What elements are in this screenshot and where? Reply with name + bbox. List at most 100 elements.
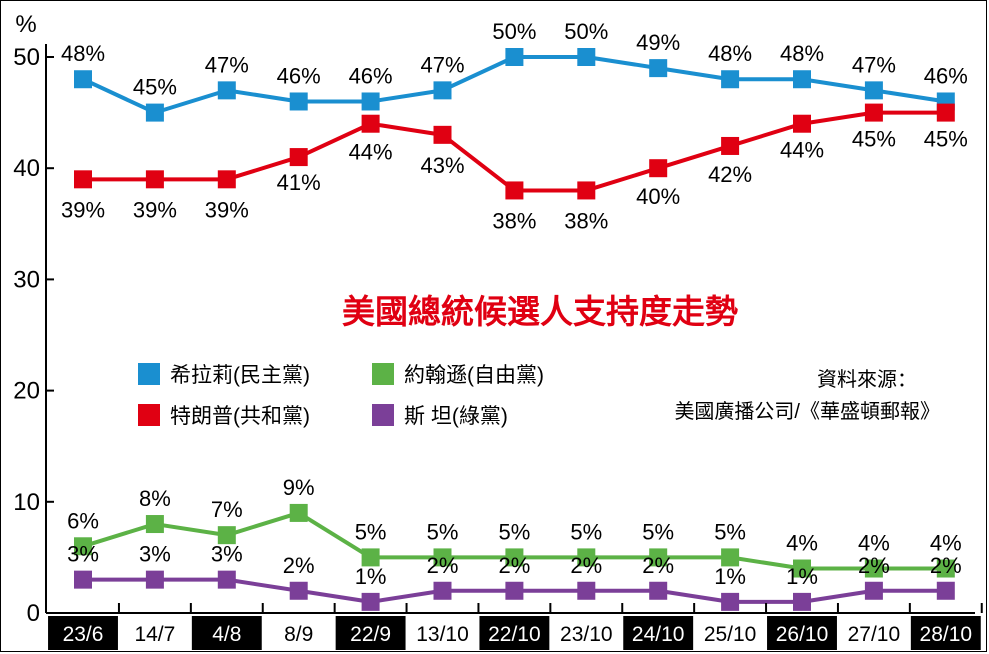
- x-tick-label: 26/10: [776, 623, 829, 646]
- data-label: 6%: [67, 508, 99, 533]
- data-point: [145, 170, 164, 189]
- y-tick-label: 10: [13, 489, 40, 516]
- legend-label: 約翰遜(自由黨): [404, 364, 544, 387]
- data-point: [864, 559, 883, 578]
- legend-label: 希拉莉(民主黨): [170, 364, 310, 387]
- x-tick-label: 14/7: [134, 623, 175, 646]
- x-tick-cell: [623, 616, 694, 650]
- legend-swatch: [138, 363, 160, 385]
- data-point: [649, 548, 668, 567]
- data-point: [721, 592, 740, 611]
- data-label: 2%: [427, 553, 459, 578]
- data-label: 49%: [636, 30, 680, 55]
- data-label: 5%: [355, 519, 387, 544]
- data-label: 7%: [211, 497, 243, 522]
- x-tick-cell: [551, 616, 622, 650]
- data-label: 43%: [420, 153, 464, 178]
- x-tick-label: 22/9: [350, 623, 391, 646]
- data-label: 41%: [277, 170, 321, 195]
- data-label: 4%: [858, 531, 890, 556]
- data-point: [433, 125, 452, 144]
- x-tick-cell: [910, 616, 981, 650]
- data-point: [649, 581, 668, 600]
- data-point: [649, 59, 668, 78]
- x-tick-label: 22/10: [488, 623, 541, 646]
- x-tick-cell: [767, 616, 837, 650]
- data-label: 44%: [780, 138, 824, 163]
- data-label: 39%: [205, 197, 249, 222]
- axes: % 0 10 20 30 40 50: [13, 11, 975, 627]
- data-point: [74, 570, 92, 589]
- series-points: [74, 48, 955, 611]
- data-label: 3%: [67, 542, 99, 567]
- x-tick-label: 24/10: [632, 623, 685, 646]
- data-point: [217, 170, 236, 189]
- y-tick-label: 30: [13, 266, 40, 293]
- x-tick-cell: [479, 616, 550, 650]
- data-point: [289, 148, 308, 167]
- legend-swatch: [372, 404, 394, 426]
- x-tick-cell: [119, 616, 190, 650]
- data-point: [505, 581, 524, 600]
- legend-swatch: [138, 404, 160, 426]
- data-point: [721, 70, 740, 89]
- data-point: [289, 503, 308, 522]
- data-point: [936, 581, 955, 600]
- legend-label: 斯 坦(綠黨): [404, 405, 508, 428]
- x-tick-label: 23/10: [560, 623, 613, 646]
- data-label: 2%: [930, 553, 962, 578]
- x-tick-cell: [335, 616, 406, 650]
- data-label: 4%: [930, 531, 962, 556]
- data-label: 2%: [642, 553, 674, 578]
- data-point: [793, 592, 811, 611]
- data-label: 47%: [420, 52, 464, 77]
- data-label: 2%: [858, 553, 890, 578]
- x-tick-label: 25/10: [704, 623, 757, 646]
- data-label: 5%: [499, 519, 531, 544]
- legend-swatch: [372, 363, 394, 385]
- data-point: [577, 581, 596, 600]
- data-point: [74, 537, 92, 556]
- data-label: 40%: [636, 184, 680, 209]
- data-point: [433, 81, 452, 100]
- data-labels: 48% 45% 47% 46% 46% 47% 50% 50% 49% 48% 48% 47% 46% 3…: [61, 19, 968, 589]
- data-point: [936, 103, 955, 122]
- data-point: [361, 548, 380, 567]
- data-point: [721, 548, 740, 567]
- data-label: 1%: [355, 564, 387, 589]
- x-tick-cell: [48, 616, 118, 650]
- source-text: 美國廣播公司/《華盛頓郵報》: [674, 400, 940, 423]
- x-tick-cell: [191, 616, 262, 650]
- data-point: [289, 581, 308, 600]
- data-point: [74, 170, 92, 189]
- data-point: [649, 159, 668, 178]
- data-label: 2%: [283, 553, 315, 578]
- data-label: 1%: [714, 564, 746, 589]
- data-point: [577, 548, 596, 567]
- data-label: 39%: [61, 197, 105, 222]
- data-point: [721, 136, 740, 155]
- data-label: 5%: [714, 519, 746, 544]
- data-point: [793, 559, 811, 578]
- x-tick-label: 13/10: [416, 623, 469, 646]
- data-label: 48%: [708, 41, 752, 66]
- x-tick-label: 4/8: [212, 623, 241, 646]
- data-label: 42%: [708, 162, 752, 187]
- data-point: [145, 570, 164, 589]
- data-point: [793, 114, 811, 133]
- data-label: 48%: [61, 41, 105, 66]
- x-tick-label: 23/6: [63, 623, 104, 646]
- data-point: [145, 515, 164, 534]
- x-axis-band: 23/6 14/7 4/8 8/9 22/9 13/10 22/10 23/10 24/10 25…: [45, 603, 983, 650]
- data-point: [936, 559, 955, 578]
- legend: 希拉莉(民主黨) 約翰遜(自由黨) 特朗普(共和黨) 斯 坦(綠黨): [138, 363, 544, 428]
- x-tick-cell: [695, 616, 766, 650]
- data-label: 46%: [277, 63, 321, 88]
- x-tick-label: 27/10: [848, 623, 901, 646]
- data-label: 2%: [570, 553, 602, 578]
- x-tick-cell: [407, 616, 478, 650]
- data-label: 39%: [133, 197, 177, 222]
- data-point: [505, 548, 524, 567]
